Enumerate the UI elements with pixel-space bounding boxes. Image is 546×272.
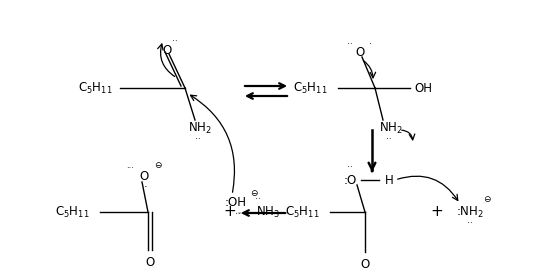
Text: +: + xyxy=(431,205,443,220)
Text: ⊖: ⊖ xyxy=(250,188,258,197)
Text: ···: ··· xyxy=(126,165,134,174)
Text: ··: ·· xyxy=(347,163,353,172)
Text: OH: OH xyxy=(414,82,432,94)
Text: NH$_2$: NH$_2$ xyxy=(188,120,212,135)
Text: ⊖: ⊖ xyxy=(483,196,491,205)
Text: ··: ·· xyxy=(362,271,368,272)
Text: +: + xyxy=(224,205,236,220)
Text: ··: ·· xyxy=(467,220,473,228)
Text: O: O xyxy=(360,258,370,270)
Text: ⊖: ⊖ xyxy=(155,160,162,169)
Text: C$_5$H$_{11}$: C$_5$H$_{11}$ xyxy=(78,81,112,95)
Text: H: H xyxy=(384,174,393,187)
Text: ··: ·· xyxy=(147,270,153,272)
Text: O: O xyxy=(145,255,155,268)
Text: ··: ·· xyxy=(195,135,201,144)
Text: ·: · xyxy=(369,41,371,50)
Text: :OH: :OH xyxy=(225,196,247,209)
Text: C$_5$H$_{11}$: C$_5$H$_{11}$ xyxy=(284,205,319,220)
Text: :O: :O xyxy=(343,174,357,187)
Text: NH$_2$: NH$_2$ xyxy=(379,120,403,135)
Text: O: O xyxy=(162,44,171,57)
Text: O: O xyxy=(139,171,149,184)
Text: ··: ·· xyxy=(386,135,392,144)
Text: ·: · xyxy=(144,182,148,192)
Text: ··: ·· xyxy=(255,196,261,205)
Text: ··: ·· xyxy=(347,41,353,50)
Text: C$_5$H$_{11}$: C$_5$H$_{11}$ xyxy=(293,81,327,95)
Text: ··: ·· xyxy=(172,38,178,47)
Text: :NH$_2$: :NH$_2$ xyxy=(456,205,484,220)
Text: NH$_3$: NH$_3$ xyxy=(256,205,280,220)
Text: C$_5$H$_{11}$: C$_5$H$_{11}$ xyxy=(55,205,90,220)
Text: O: O xyxy=(355,47,365,60)
Text: ··: ·· xyxy=(235,211,241,220)
